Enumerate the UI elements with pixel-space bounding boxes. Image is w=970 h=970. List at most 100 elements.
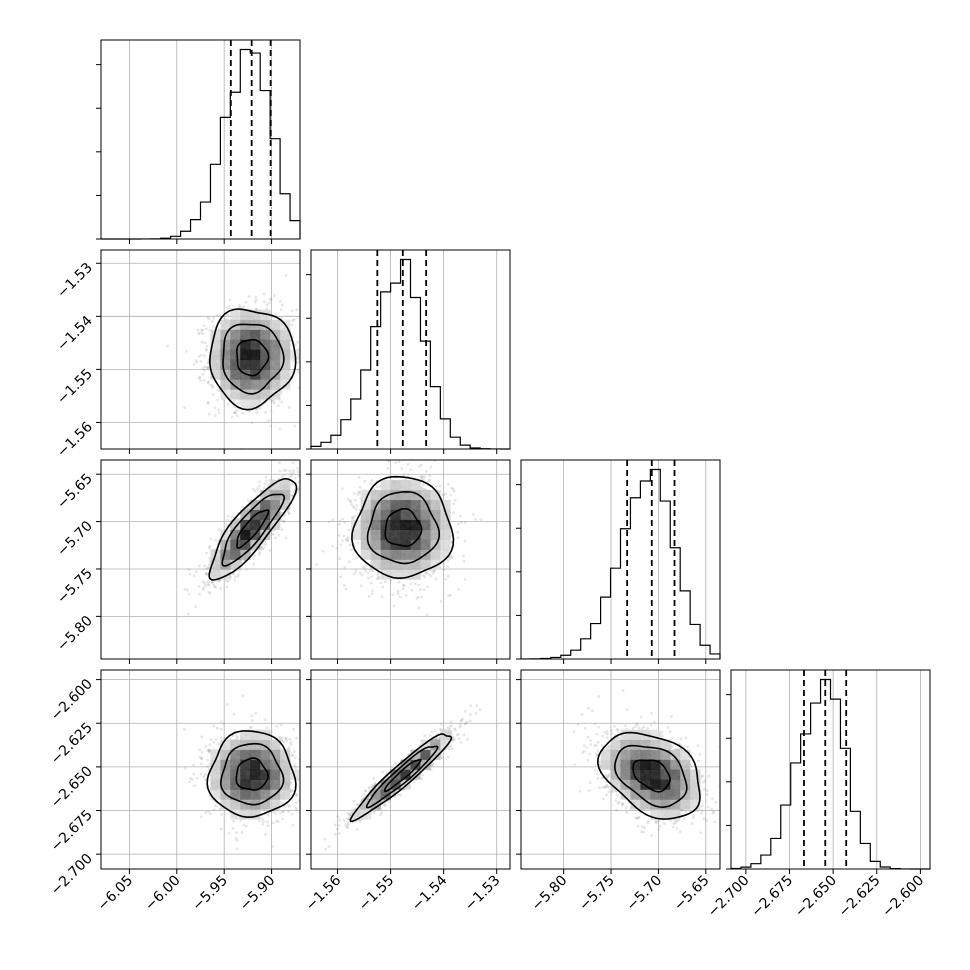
sample-point	[194, 570, 198, 573]
sample-point	[232, 572, 235, 576]
sample-point	[230, 515, 234, 519]
sample-point	[292, 469, 295, 473]
sample-point	[342, 534, 346, 538]
density-cell	[430, 559, 441, 570]
density-cell	[420, 489, 431, 501]
density-cell	[230, 389, 241, 400]
sample-point	[471, 513, 475, 516]
sample-point	[363, 566, 366, 570]
panel-frame	[100, 459, 301, 660]
panel-2-1	[306, 453, 511, 664]
sample-point	[207, 565, 211, 569]
sample-point	[429, 574, 433, 578]
sample-point	[338, 557, 341, 561]
density-cell	[380, 509, 391, 520]
sample-point	[206, 401, 210, 405]
sample-point	[280, 303, 284, 307]
sample-point	[366, 571, 370, 575]
density-cell	[390, 479, 401, 491]
sample-point	[205, 348, 209, 352]
sample-point	[347, 528, 351, 532]
sample-point	[339, 543, 343, 547]
density-cell	[400, 489, 411, 501]
sample-point	[274, 313, 278, 316]
density-cell	[390, 509, 401, 520]
sample-point	[269, 424, 273, 428]
sample-point	[204, 348, 208, 352]
sample-point	[278, 469, 282, 473]
density-cell	[410, 549, 421, 560]
sample-point	[269, 297, 273, 301]
density-cell	[400, 529, 411, 540]
sample-point	[348, 500, 352, 503]
sample-point	[450, 540, 453, 544]
sample-point	[239, 305, 243, 309]
sample-point	[450, 556, 454, 559]
density-cell	[440, 509, 451, 520]
sample-point	[422, 477, 426, 481]
sample-point	[341, 539, 345, 543]
density-cell	[410, 539, 421, 550]
sample-point	[255, 298, 258, 302]
sample-point	[444, 577, 448, 581]
sample-point	[396, 589, 400, 593]
sample-point	[253, 490, 257, 493]
sample-point	[446, 594, 450, 597]
sample-point	[380, 453, 383, 456]
density-cell	[410, 519, 421, 530]
density-cell	[250, 309, 261, 320]
sample-point	[291, 359, 295, 363]
sample-point	[387, 460, 391, 463]
density-cell	[220, 569, 231, 580]
density-cell	[220, 339, 231, 350]
density-cell	[250, 329, 261, 340]
sample-point	[195, 360, 199, 364]
y-tick-label: −1.53	[54, 260, 96, 302]
sample-point	[282, 520, 286, 524]
sample-point	[289, 472, 293, 476]
sample-point	[349, 502, 353, 506]
sample-point	[288, 469, 292, 473]
sample-point	[206, 566, 210, 570]
density-cell	[400, 559, 411, 570]
sample-point	[214, 538, 218, 542]
density-cell	[430, 529, 441, 540]
density-cell	[260, 349, 271, 360]
sample-point	[347, 560, 351, 564]
sample-point	[247, 295, 251, 299]
sample-point	[197, 376, 201, 380]
sample-point	[199, 353, 203, 357]
sample-point	[204, 572, 208, 576]
sample-point	[358, 571, 362, 575]
sample-point	[201, 332, 205, 336]
sample-point	[224, 579, 228, 582]
sample-point	[292, 318, 296, 321]
sample-point	[204, 584, 207, 588]
sample-point	[270, 399, 274, 403]
density-cell	[280, 499, 291, 511]
density-cell	[400, 499, 411, 511]
sample-point	[203, 582, 207, 585]
panel-frame	[520, 459, 721, 660]
sample-point	[210, 581, 214, 585]
sample-point	[199, 815, 203, 819]
sample-point	[284, 273, 288, 277]
density-cell	[230, 369, 241, 380]
sample-point	[207, 380, 211, 383]
density-cell	[370, 509, 381, 520]
sample-point	[303, 485, 306, 488]
sample-point	[370, 592, 374, 596]
sample-point	[356, 493, 360, 497]
sample-point	[252, 487, 255, 491]
sample-point	[409, 468, 413, 472]
density-cell	[230, 329, 241, 340]
sample-point	[217, 408, 221, 412]
density-cell	[260, 489, 271, 501]
sample-point	[462, 560, 466, 563]
sample-point	[187, 612, 190, 616]
sample-point	[280, 475, 284, 479]
density-cell	[420, 539, 431, 550]
density-cell	[280, 479, 291, 491]
density-cell	[250, 349, 261, 360]
sample-point	[391, 593, 395, 597]
